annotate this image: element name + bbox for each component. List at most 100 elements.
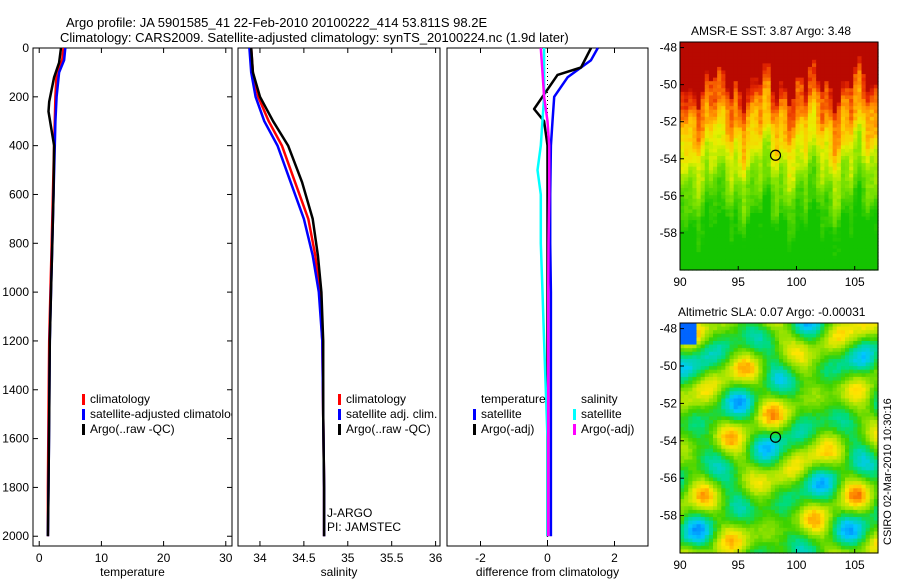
sst-cell — [816, 49, 821, 54]
sst-cell — [799, 127, 805, 132]
sst-cell — [807, 131, 813, 136]
sla-cell — [708, 416, 714, 421]
sla-cell — [733, 405, 739, 410]
sla-cell — [857, 333, 863, 338]
sst-cell — [700, 177, 706, 182]
sst-cell — [758, 166, 764, 171]
temp-ytick-label: 800 — [9, 236, 29, 250]
sla-cell — [770, 387, 776, 392]
sst-cell — [746, 109, 751, 114]
sst-cell — [779, 45, 784, 50]
sla-cell — [779, 323, 784, 328]
sst-cell — [869, 166, 875, 171]
sst-cell — [861, 102, 867, 107]
sst-cell — [762, 116, 768, 121]
sla-cell — [741, 423, 747, 428]
sst-cell — [836, 198, 842, 203]
sla-cell — [787, 358, 792, 364]
sst-cell — [853, 184, 858, 189]
sst-cell — [774, 252, 780, 257]
sla-cell — [807, 402, 813, 407]
sst-cell — [766, 63, 772, 68]
sla-cell — [807, 337, 813, 342]
sst-cell — [766, 116, 772, 121]
sst-cell — [832, 237, 838, 243]
sla-cell — [721, 441, 726, 446]
sst-cell — [820, 91, 825, 97]
sst-cell — [688, 227, 693, 232]
sla-cell — [828, 337, 834, 342]
sst-cell — [754, 91, 759, 97]
sla-cell — [700, 441, 706, 446]
sst-cell — [873, 63, 879, 68]
sla-cell — [836, 384, 842, 389]
sst-cell — [816, 209, 821, 214]
sla-cell — [692, 448, 698, 453]
sla-cell — [774, 420, 780, 425]
sst-cell — [774, 156, 780, 161]
sst-cell — [836, 81, 842, 86]
sla-cell — [861, 326, 867, 331]
sst-cell — [812, 198, 817, 203]
sst-cell — [849, 52, 854, 57]
sst-cell — [824, 156, 830, 161]
sla-cell — [832, 427, 838, 432]
sst-cell — [762, 102, 768, 107]
sla-cell — [836, 337, 842, 342]
sst-cell — [770, 259, 776, 264]
sst-cell — [849, 202, 854, 207]
sla-cell — [725, 323, 731, 328]
sst-cell — [820, 248, 825, 253]
sal-series-1 — [248, 47, 326, 537]
sla-cell — [836, 344, 842, 349]
sst-cell — [766, 266, 772, 271]
sla-cell — [754, 340, 759, 346]
diff-series-2 — [536, 48, 549, 537]
sla-cell — [774, 387, 780, 392]
sst-cell — [816, 216, 821, 221]
sla-cell — [820, 387, 825, 392]
sst-cell — [861, 156, 867, 161]
sla-cell — [828, 405, 834, 410]
sst-cell — [840, 166, 846, 171]
sla-cell — [713, 427, 718, 432]
sst-cell — [824, 220, 830, 225]
sla-cell — [704, 441, 710, 446]
sst-cell — [713, 195, 718, 200]
sla-cell — [774, 402, 780, 407]
sla-cell — [795, 384, 801, 389]
sst-cell — [807, 91, 813, 97]
sst-cell — [729, 166, 735, 171]
sla-cell — [865, 409, 871, 414]
sst-cell — [721, 252, 726, 257]
sla-cell — [717, 394, 722, 400]
sst-cell — [779, 227, 784, 232]
sla-cell — [857, 358, 863, 364]
sst-cell — [820, 262, 825, 268]
sla-cell — [824, 344, 830, 349]
sst-cell — [774, 102, 780, 107]
sst-cell — [766, 59, 772, 64]
sst-cell — [828, 131, 834, 136]
sst-cell — [725, 241, 731, 246]
sst-cell — [754, 209, 759, 214]
sla-cell — [795, 448, 801, 453]
side-timestamp: CSIRO 02-Mar-2010 10:30:16 — [882, 398, 894, 545]
sst-cell — [729, 81, 735, 86]
sst-cell — [766, 123, 772, 129]
sst-cell — [840, 49, 846, 54]
sst-cell — [857, 180, 863, 186]
sla-cell — [840, 394, 846, 400]
sst-cell — [704, 216, 710, 221]
sst-cell — [840, 227, 846, 232]
sal-xtick-label: 35.5 — [380, 551, 404, 565]
sst-cell — [729, 91, 735, 97]
sla-cell — [721, 362, 726, 367]
sla-cell — [873, 387, 879, 392]
sla-cell — [774, 330, 780, 335]
sst-cell — [836, 205, 842, 211]
sst-cell — [729, 241, 735, 246]
sla-cell — [717, 412, 722, 418]
sla-cell — [741, 391, 747, 396]
sst-cell — [857, 49, 863, 54]
